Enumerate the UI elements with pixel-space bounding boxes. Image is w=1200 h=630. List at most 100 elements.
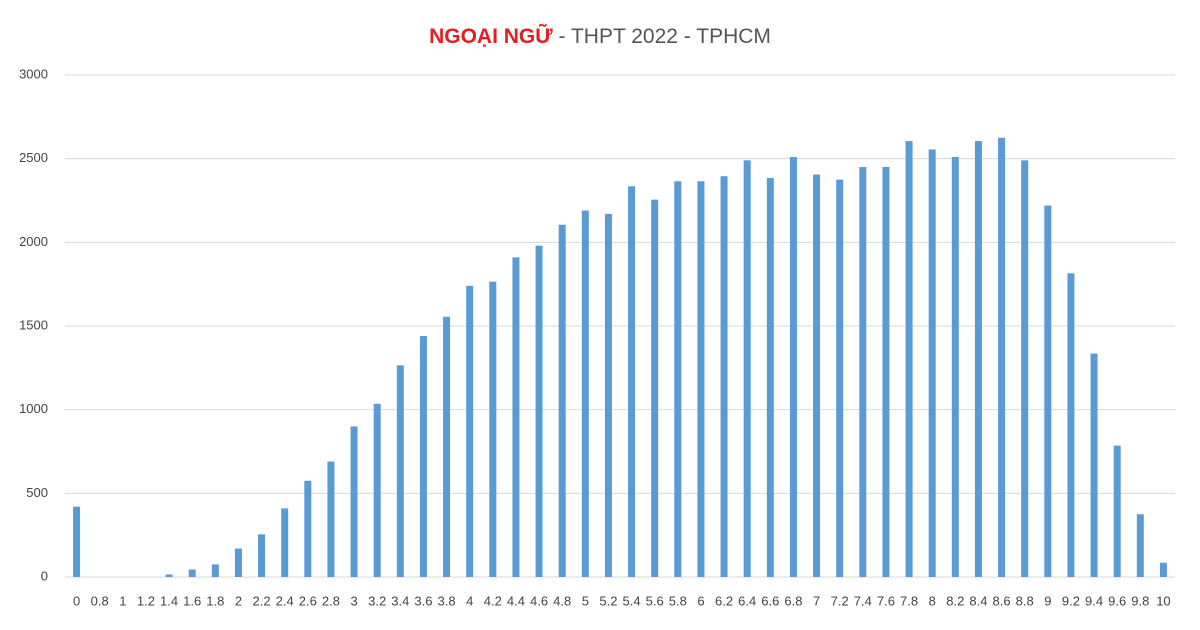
x-tick-label: 9.8: [1131, 593, 1149, 608]
bar: [1021, 160, 1029, 577]
x-tick-label: 1.2: [137, 593, 155, 608]
bar: [258, 534, 266, 577]
x-tick-label: 7.2: [831, 593, 849, 608]
bar: [697, 181, 705, 578]
bar: [1136, 514, 1144, 577]
x-tick-label: 5.8: [669, 593, 687, 608]
x-tick-label: 10: [1156, 593, 1170, 608]
y-tick-label: 0: [41, 568, 48, 583]
x-tick-label: 7: [813, 593, 820, 608]
bar: [813, 174, 821, 577]
x-tick-label: 9.6: [1108, 593, 1126, 608]
x-tick-label: 1: [119, 593, 126, 608]
bar: [188, 569, 196, 577]
x-tick-label: 7.6: [877, 593, 895, 608]
x-tick-label: 4.6: [530, 593, 548, 608]
y-tick-label: 3000: [19, 66, 48, 81]
x-tick-label: 4.8: [553, 593, 571, 608]
title-rest: - THPT 2022 - TPHCM: [559, 25, 771, 48]
y-tick-label: 2000: [19, 234, 48, 249]
bar: [974, 141, 982, 577]
x-tick-label: 0.8: [91, 593, 109, 608]
x-tick-label: 7.4: [854, 593, 872, 608]
bar: [396, 365, 404, 577]
bar: [535, 245, 543, 577]
y-tick-label: 2500: [19, 150, 48, 165]
bar: [766, 177, 774, 577]
x-tick-label: 8.8: [1016, 593, 1034, 608]
bar: [373, 403, 381, 577]
x-tick-label: 2.4: [276, 593, 294, 608]
x-tick-label: 2.8: [322, 593, 340, 608]
x-tick-label: 6.4: [738, 593, 756, 608]
x-tick-label: 4.4: [507, 593, 525, 608]
x-tick-label: 9: [1044, 593, 1051, 608]
bar: [1067, 273, 1075, 577]
bar: [512, 257, 520, 577]
x-tick-label: 4: [466, 593, 473, 608]
x-tick-label: 2: [235, 593, 242, 608]
bar: [327, 461, 335, 577]
x-tick-label: 8: [929, 593, 936, 608]
x-tick-label: 3.2: [368, 593, 386, 608]
bar: [789, 156, 797, 577]
x-tick-label: 1.4: [160, 593, 178, 608]
bar: [998, 137, 1006, 577]
bar: [304, 480, 312, 577]
x-tick-label: 2.2: [253, 593, 271, 608]
x-tick-label: 9.2: [1062, 593, 1080, 608]
x-tick-label: 6.6: [761, 593, 779, 608]
bar: [443, 316, 451, 577]
x-tick-label: 5.4: [623, 593, 641, 608]
bar: [581, 210, 589, 578]
x-tick-label: 4.2: [484, 593, 502, 608]
bar: [489, 281, 497, 577]
bar: [928, 149, 936, 578]
x-tick-label: 3: [350, 593, 357, 608]
bar: [419, 336, 427, 577]
x-tick-label: 0: [73, 593, 80, 608]
bar: [628, 186, 636, 577]
bar: [1044, 205, 1052, 577]
bar: [951, 156, 959, 577]
bar: [836, 179, 844, 578]
bar: [859, 167, 867, 578]
bar: [1159, 562, 1167, 577]
bar: [350, 426, 358, 577]
x-tick-label: 1.8: [206, 593, 224, 608]
bar: [281, 508, 289, 577]
x-tick-label: 6.8: [784, 593, 802, 608]
x-tick-label: 6.2: [715, 593, 733, 608]
y-tick-label: 1500: [19, 317, 48, 332]
x-tick-label: 3.8: [438, 593, 456, 608]
bar: [466, 285, 474, 577]
bar: [73, 506, 81, 577]
x-tick-label: 8.2: [946, 593, 964, 608]
title-highlight: NGOẠI NGỮ: [429, 24, 553, 48]
x-tick-label: 5: [582, 593, 589, 608]
bar: [905, 141, 913, 577]
x-tick-label: 2.6: [299, 593, 317, 608]
x-tick-label: 5.2: [599, 593, 617, 608]
bar: [674, 181, 682, 578]
bar: [234, 548, 242, 577]
x-tick-label: 3.6: [414, 593, 432, 608]
bar: [1090, 353, 1098, 577]
x-tick-label: 6: [697, 593, 704, 608]
x-tick-label: 8.4: [969, 593, 987, 608]
chart-title: NGOẠI NGỮ - THPT 2022 - TPHCM: [429, 24, 771, 48]
bar: [720, 176, 728, 577]
bar: [558, 224, 566, 577]
bar: [1113, 445, 1121, 577]
bar: [651, 199, 659, 577]
y-tick-label: 500: [26, 485, 48, 500]
x-tick-label: 3.4: [391, 593, 409, 608]
bar: [743, 160, 751, 577]
x-tick-label: 9.4: [1085, 593, 1103, 608]
bar: [882, 167, 890, 578]
x-tick-label: 1.6: [183, 593, 201, 608]
x-tick-label: 7.8: [900, 593, 918, 608]
y-tick-label: 1000: [19, 401, 48, 416]
